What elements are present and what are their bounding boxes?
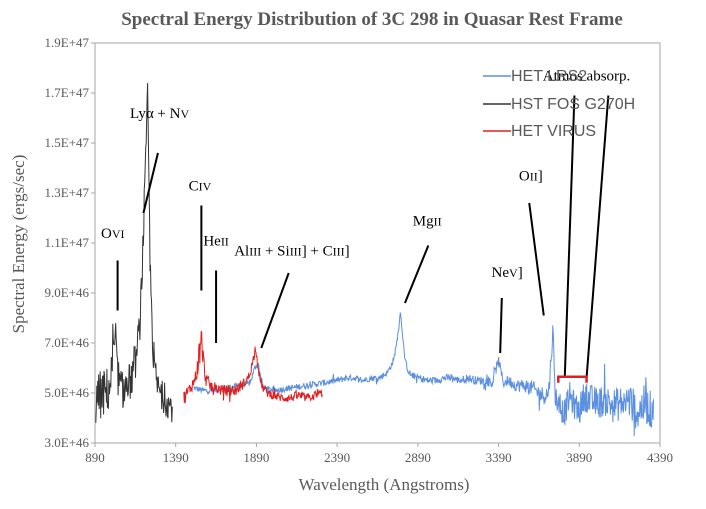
x-tick-label: 3390: [486, 450, 512, 465]
annotations: OVI Lyα + NV CIV HeII AlIII + SiIII] + CIII]…: [101, 69, 630, 383]
legend-label-hst-fos: HST FOS G270H: [511, 96, 635, 113]
series-group: [95, 82, 654, 437]
annotation-civ: CIV: [189, 179, 212, 195]
x-tick-label: 3890: [566, 450, 592, 465]
annotation-nev: NeV]: [492, 265, 523, 281]
annotation-oii: OII]: [519, 169, 543, 185]
legend-label-het-lrs2: HET LRS2: [511, 68, 587, 85]
legend-label-het-virus: HET VIRUS: [511, 123, 596, 140]
annotation-pointer-nev: [499, 297, 503, 354]
x-axis-title: Wavelength (Angstroms): [299, 475, 470, 494]
series-hst-fos-g270h: [95, 82, 173, 423]
annotation-lya: Lyα + NV: [130, 106, 190, 122]
atmos-absorption-bracket: [557, 375, 588, 383]
annotation-pointer-atmos: [563, 95, 576, 379]
y-tick-label: 5.0E+46: [44, 385, 89, 400]
annotation-heii: HeII: [203, 234, 229, 250]
series-het-virus: [183, 330, 323, 403]
x-tick-label: 890: [85, 450, 105, 465]
x-tick-label: 2390: [324, 450, 350, 465]
x-tick-label: 1890: [243, 450, 269, 465]
annotation-atmos: Atmos absorp.: [543, 69, 631, 85]
y-tick-label: 1.1E+47: [44, 235, 89, 250]
annotation-pointer-aliii: [260, 272, 290, 349]
y-tick-label: 3.0E+46: [44, 435, 89, 450]
y-axis-title: Spectral Energy (ergs/sec): [9, 155, 28, 334]
annotation-pointer-lya: [142, 152, 159, 214]
annotation-mgii: MgII: [413, 214, 442, 230]
y-tick-label: 1.7E+47: [44, 85, 89, 100]
x-tick-label: 2890: [405, 450, 431, 465]
legend: HET LRS2 HST FOS G270H HET VIRUS: [483, 68, 635, 140]
y-tick-label: 1.9E+47: [44, 35, 89, 50]
y-tick-label: 7.0E+46: [44, 335, 89, 350]
chart-title: Spectral Energy Distribution of 3C 298 i…: [121, 9, 623, 30]
x-tick-label: 1390: [163, 450, 189, 465]
y-tick-label: 1.3E+47: [44, 185, 89, 200]
annotation-pointer-atmos-2: [585, 95, 610, 379]
axes: 3.0E+46 5.0E+46 7.0E+46 9.0E+46 1.1E+47 1.3E+…: [44, 35, 673, 465]
annotation-pointer-mgii: [404, 245, 430, 304]
series-het-lrs2: [193, 312, 654, 437]
annotation-pointer-oii: [528, 202, 545, 316]
y-tick-label: 1.5E+47: [44, 135, 89, 150]
annotation-ovi: OVI: [101, 226, 125, 242]
y-tick-label: 9.0E+46: [44, 285, 89, 300]
annotation-aliii: AlIII + SiIII] + CIII]: [234, 244, 349, 260]
x-tick-label: 4390: [647, 450, 673, 465]
